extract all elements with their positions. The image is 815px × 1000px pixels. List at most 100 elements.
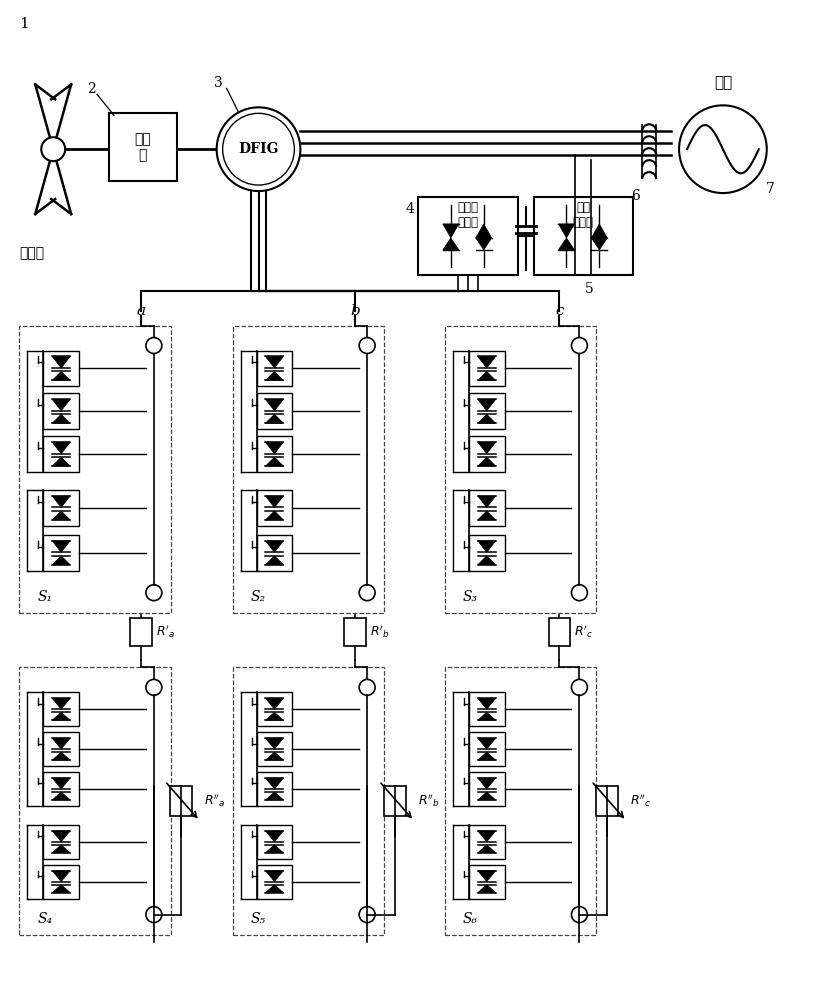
Polygon shape	[476, 238, 491, 250]
Circle shape	[146, 907, 162, 923]
Polygon shape	[478, 556, 496, 565]
Polygon shape	[52, 698, 70, 709]
Bar	[257, 535, 293, 571]
Circle shape	[146, 338, 162, 354]
Polygon shape	[266, 831, 284, 842]
Bar	[469, 436, 504, 472]
Text: 6: 6	[631, 189, 640, 203]
Bar	[469, 825, 504, 859]
Bar	[257, 692, 293, 726]
Bar	[20, 326, 171, 613]
Circle shape	[146, 585, 162, 601]
Polygon shape	[266, 511, 284, 520]
Bar	[257, 732, 293, 766]
Polygon shape	[266, 457, 284, 466]
Text: $R'_c$: $R'_c$	[575, 623, 593, 640]
Polygon shape	[266, 496, 284, 507]
Circle shape	[571, 907, 588, 923]
Bar	[43, 865, 79, 899]
Polygon shape	[52, 356, 70, 368]
Text: $R'_a$: $R'_a$	[156, 623, 175, 640]
Bar	[548, 618, 570, 646]
Text: 2: 2	[87, 82, 96, 96]
Bar	[597, 786, 619, 816]
Polygon shape	[478, 356, 496, 368]
Text: S₃: S₃	[463, 590, 478, 604]
Bar	[257, 351, 293, 386]
Bar	[445, 326, 597, 613]
Bar	[469, 732, 504, 766]
Bar	[257, 490, 293, 526]
Polygon shape	[558, 238, 575, 250]
Polygon shape	[592, 224, 607, 238]
Polygon shape	[52, 792, 70, 800]
Text: S₆: S₆	[463, 912, 478, 926]
Bar	[43, 351, 79, 386]
Text: c: c	[555, 304, 564, 318]
Polygon shape	[52, 399, 70, 411]
Bar	[43, 535, 79, 571]
Bar	[469, 490, 504, 526]
Polygon shape	[266, 371, 284, 380]
Text: a: a	[136, 304, 145, 318]
Text: 3: 3	[214, 76, 223, 90]
Circle shape	[359, 585, 375, 601]
Polygon shape	[478, 457, 496, 466]
Bar	[257, 825, 293, 859]
Polygon shape	[266, 752, 284, 760]
Text: $R''_c$: $R''_c$	[630, 793, 652, 809]
Polygon shape	[52, 496, 70, 507]
Bar	[257, 436, 293, 472]
Text: 4: 4	[406, 202, 415, 216]
Polygon shape	[52, 831, 70, 842]
Polygon shape	[52, 457, 70, 466]
Bar	[170, 786, 192, 816]
Bar	[469, 772, 504, 806]
Bar	[130, 618, 152, 646]
Polygon shape	[478, 496, 496, 507]
Polygon shape	[266, 845, 284, 853]
Bar	[418, 197, 518, 275]
Bar	[43, 825, 79, 859]
Bar	[232, 326, 384, 613]
Polygon shape	[52, 371, 70, 380]
Polygon shape	[52, 442, 70, 454]
Polygon shape	[52, 712, 70, 720]
Text: 5: 5	[585, 282, 594, 296]
Text: $R'_b$: $R'_b$	[370, 623, 390, 640]
Polygon shape	[52, 414, 70, 423]
Polygon shape	[266, 871, 284, 882]
Circle shape	[359, 679, 375, 695]
Polygon shape	[52, 738, 70, 749]
Bar	[109, 113, 177, 181]
Polygon shape	[478, 541, 496, 552]
Bar	[43, 692, 79, 726]
Polygon shape	[266, 442, 284, 454]
Text: 齿轮
箱: 齿轮 箱	[134, 132, 152, 162]
Text: 电网: 电网	[714, 76, 732, 90]
Text: $R''_a$: $R''_a$	[204, 793, 225, 809]
Circle shape	[359, 907, 375, 923]
Bar	[43, 393, 79, 429]
Bar	[344, 618, 366, 646]
Polygon shape	[478, 845, 496, 853]
Bar	[20, 667, 171, 935]
Bar	[232, 667, 384, 935]
Bar	[469, 692, 504, 726]
Bar	[384, 786, 406, 816]
Text: 1: 1	[20, 17, 29, 31]
Circle shape	[217, 107, 301, 191]
Polygon shape	[52, 871, 70, 882]
Bar	[257, 865, 293, 899]
Bar	[43, 732, 79, 766]
Bar	[43, 772, 79, 806]
Circle shape	[146, 679, 162, 695]
Polygon shape	[478, 399, 496, 411]
Circle shape	[571, 679, 588, 695]
Text: DFIG: DFIG	[238, 142, 279, 156]
Polygon shape	[592, 238, 607, 250]
Circle shape	[571, 585, 588, 601]
Polygon shape	[443, 224, 459, 238]
Polygon shape	[266, 556, 284, 565]
Polygon shape	[443, 238, 459, 250]
